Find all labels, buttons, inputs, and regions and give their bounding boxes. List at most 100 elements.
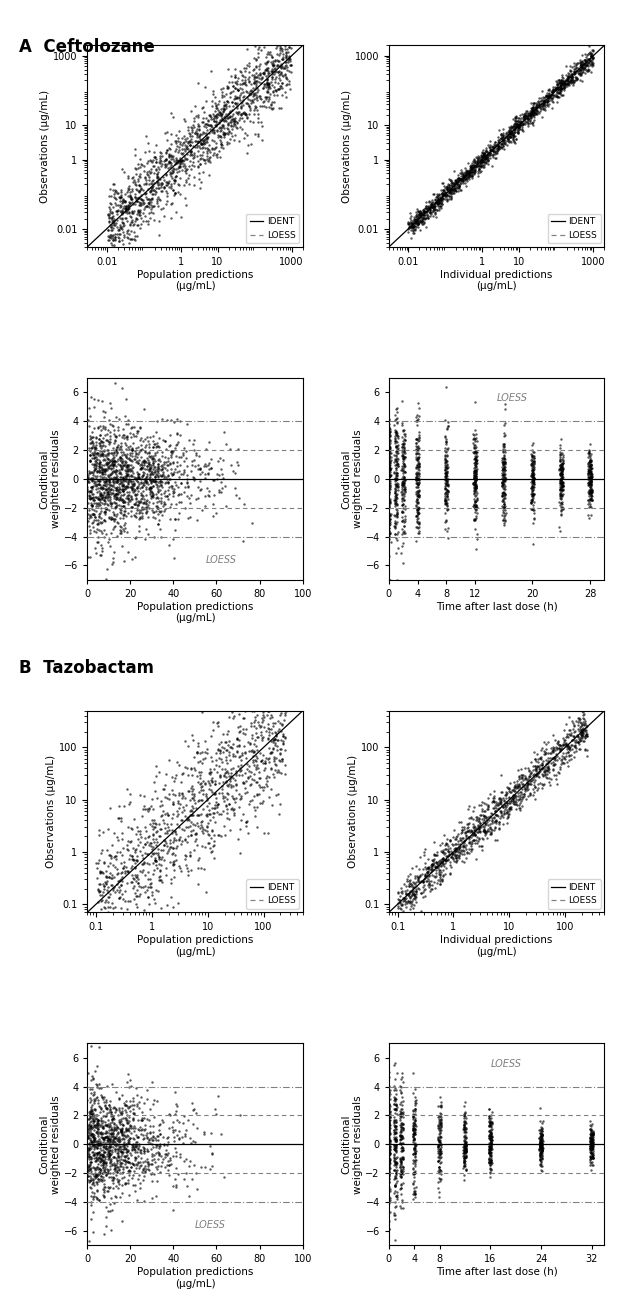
Point <box>171 160 181 180</box>
Point <box>435 189 445 210</box>
Point <box>196 779 206 800</box>
Point <box>201 783 211 804</box>
Point <box>535 754 545 774</box>
Point <box>581 60 591 80</box>
Point <box>519 104 529 125</box>
Point <box>459 1145 469 1166</box>
Point <box>148 799 158 820</box>
Point <box>123 488 133 508</box>
Point <box>460 1140 470 1161</box>
Point <box>87 1132 97 1153</box>
Point <box>469 467 479 488</box>
Point <box>493 137 503 158</box>
Point <box>386 1143 396 1163</box>
Point <box>429 196 439 217</box>
Point <box>176 492 186 512</box>
Point <box>470 160 480 180</box>
Point <box>585 462 595 482</box>
Point <box>136 214 146 235</box>
Point <box>188 798 198 818</box>
Point <box>146 1163 156 1184</box>
Point <box>576 54 586 75</box>
Point <box>120 1128 130 1149</box>
Point <box>414 210 424 231</box>
Point <box>111 440 121 460</box>
Point <box>247 112 257 132</box>
Point <box>541 754 551 774</box>
Point <box>250 123 260 144</box>
Point <box>390 1209 400 1230</box>
Point <box>536 1135 546 1156</box>
Point <box>414 481 424 502</box>
Point <box>467 158 477 179</box>
Point <box>103 477 113 498</box>
Point <box>459 1144 469 1165</box>
Point <box>147 449 157 470</box>
Point <box>148 446 158 467</box>
Point <box>556 470 566 490</box>
Point <box>436 1141 446 1162</box>
Point <box>567 735 577 756</box>
Point <box>390 488 400 508</box>
Point <box>167 163 177 184</box>
Point <box>389 1117 399 1137</box>
Point <box>107 1109 117 1130</box>
Point <box>84 1123 94 1144</box>
Point <box>257 777 267 798</box>
Point <box>499 497 509 518</box>
Point <box>183 765 193 786</box>
Point <box>519 109 529 130</box>
Point <box>574 739 584 760</box>
Point <box>470 472 480 493</box>
Point <box>474 156 484 176</box>
Point <box>97 486 107 507</box>
Point <box>123 1148 133 1169</box>
Point <box>525 112 535 132</box>
Point <box>412 428 422 449</box>
Point <box>587 1113 597 1134</box>
X-axis label: Individual predictions
(μg/mL): Individual predictions (μg/mL) <box>440 935 553 956</box>
Point <box>393 455 403 476</box>
Point <box>588 52 598 73</box>
Point <box>481 140 491 161</box>
Point <box>85 450 95 471</box>
Point <box>237 108 247 128</box>
Point <box>391 486 401 507</box>
Point <box>564 738 574 759</box>
Point <box>487 809 497 830</box>
Point <box>531 104 541 125</box>
Point <box>470 447 480 468</box>
Point <box>384 1115 394 1136</box>
Point <box>419 205 429 226</box>
Point <box>92 460 102 481</box>
Point <box>244 71 254 92</box>
Point <box>259 75 269 96</box>
Point <box>548 755 558 776</box>
Point <box>587 1134 597 1154</box>
Point <box>255 64 265 84</box>
Point <box>384 453 394 473</box>
Point <box>244 71 254 92</box>
Point <box>536 1126 546 1147</box>
Point <box>384 460 394 481</box>
Point <box>485 148 495 169</box>
Point <box>90 437 100 458</box>
Point <box>93 445 103 466</box>
Point <box>205 1158 215 1179</box>
Point <box>116 898 126 918</box>
Point <box>485 1132 495 1153</box>
Point <box>171 493 181 514</box>
Point <box>125 1091 135 1112</box>
Point <box>529 453 539 473</box>
Point <box>183 735 193 756</box>
Point <box>131 866 141 887</box>
Point <box>386 523 396 543</box>
Point <box>499 804 509 825</box>
Point <box>392 1104 402 1124</box>
Point <box>121 1113 131 1134</box>
Point <box>588 1148 598 1169</box>
Point <box>586 458 596 479</box>
Point <box>549 750 559 770</box>
X-axis label: Population predictions
(μg/mL): Population predictions (μg/mL) <box>137 270 253 291</box>
Point <box>282 44 292 65</box>
